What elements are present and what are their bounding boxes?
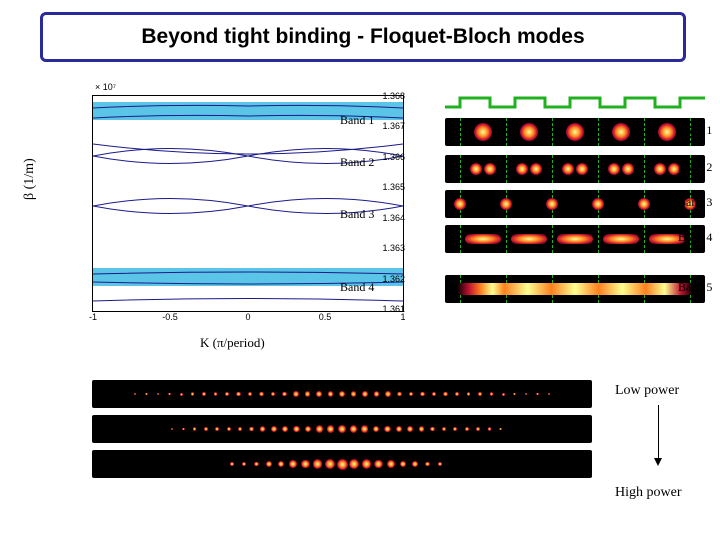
mode-panel-band3 <box>445 190 705 218</box>
xtick: -0.5 <box>155 312 185 322</box>
xtick: 0.5 <box>310 312 340 322</box>
mode-panel-band5 <box>445 275 705 303</box>
dispersion-curves <box>93 96 403 311</box>
high-power-label: High power <box>615 485 682 501</box>
page-title: Beyond tight binding - Floquet-Bloch mod… <box>141 25 584 49</box>
y-exponent: × 10⁷ <box>95 82 116 92</box>
band-label-right: Band 4 <box>678 230 712 245</box>
power-panel-2 <box>92 450 592 478</box>
band-label: Band 2 <box>340 155 374 170</box>
band-label-right: Band 2 <box>678 160 712 175</box>
power-panel-1 <box>92 415 592 443</box>
xtick: -1 <box>78 312 108 322</box>
power-arrow <box>658 405 659 460</box>
mode-panel-band1 <box>445 118 705 146</box>
y-axis-label: β (1/m) <box>22 158 38 200</box>
ytick: 1.363 <box>365 243 405 253</box>
band-label: Band 4 <box>340 280 374 295</box>
band-label-right: Band 5 <box>678 280 712 295</box>
xtick: 1 <box>388 312 418 322</box>
low-power-label: Low power <box>615 383 679 399</box>
waveguide-schematic <box>445 95 705 109</box>
band-label-right: Band 3 <box>678 195 712 210</box>
band-label: Band 3 <box>340 207 374 222</box>
title-box: Beyond tight binding - Floquet-Bloch mod… <box>40 12 686 62</box>
band-label-right: Band 1 <box>678 123 712 138</box>
ytick: 1.368 <box>365 91 405 101</box>
x-axis-label: K (π/period) <box>200 335 265 351</box>
ytick: 1.365 <box>365 182 405 192</box>
band-label: Band 1 <box>340 113 374 128</box>
xtick: 0 <box>233 312 263 322</box>
power-arrow-head <box>654 458 662 466</box>
mode-panel-band4 <box>445 225 705 253</box>
mode-panel-band2 <box>445 155 705 183</box>
power-panel-0 <box>92 380 592 408</box>
